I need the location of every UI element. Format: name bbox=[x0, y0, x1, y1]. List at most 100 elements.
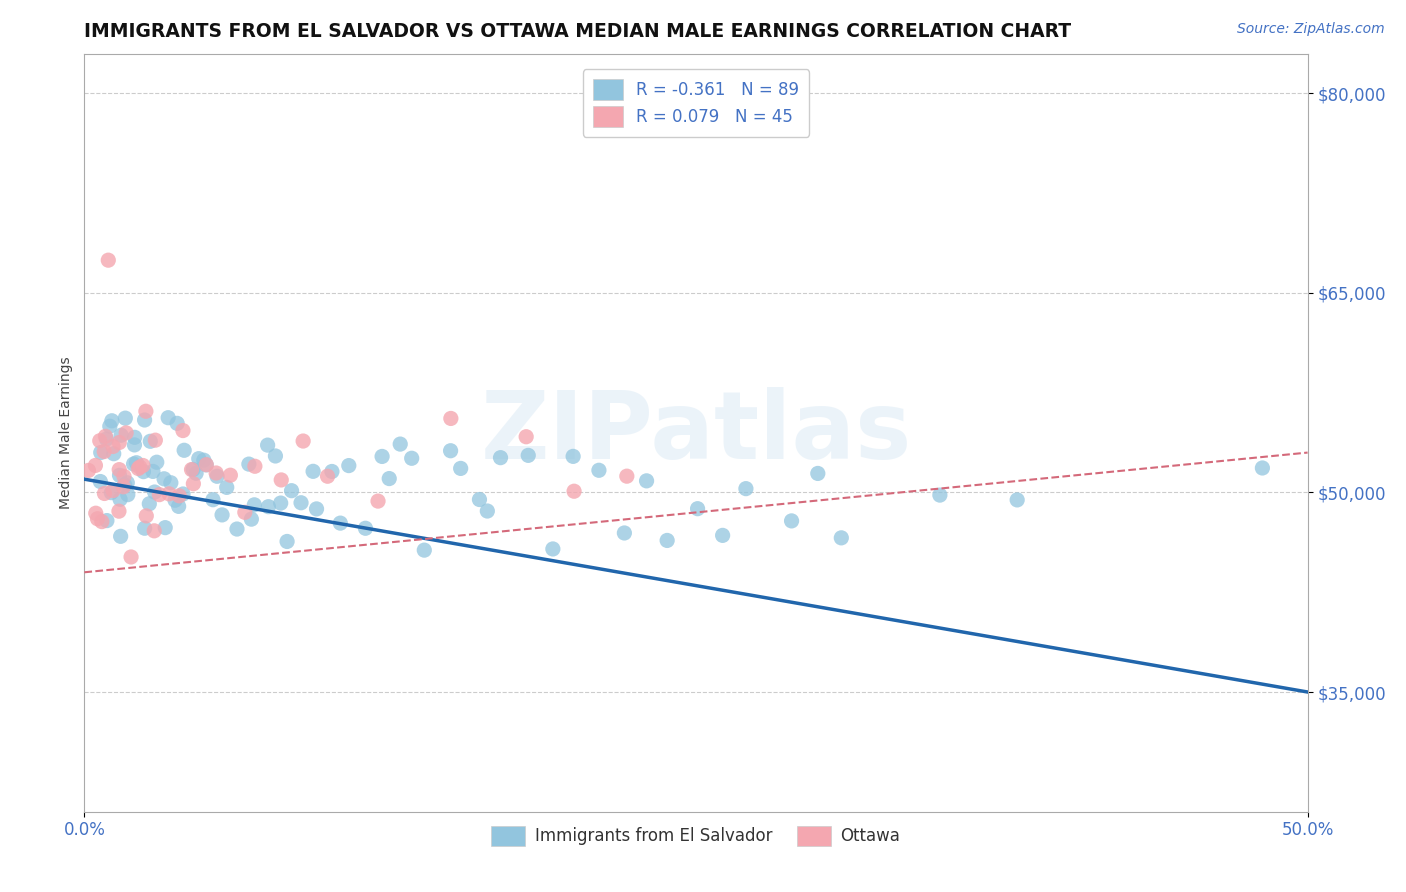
Point bbox=[201, 492, 224, 507]
Point bbox=[155, 521, 177, 535]
Point bbox=[115, 425, 138, 440]
Point bbox=[256, 438, 278, 452]
Point bbox=[316, 469, 339, 483]
Point bbox=[238, 457, 260, 471]
Point bbox=[378, 472, 401, 486]
Point bbox=[135, 404, 157, 418]
Point bbox=[108, 492, 131, 507]
Point bbox=[450, 461, 472, 475]
Point bbox=[143, 485, 166, 500]
Point bbox=[145, 455, 167, 469]
Point bbox=[125, 456, 148, 470]
Point bbox=[205, 469, 228, 483]
Point bbox=[97, 253, 120, 268]
Point bbox=[108, 468, 131, 483]
Point bbox=[93, 444, 115, 458]
Point bbox=[142, 464, 165, 478]
Point bbox=[477, 504, 499, 518]
Point bbox=[439, 443, 461, 458]
Point bbox=[124, 438, 146, 452]
Point bbox=[101, 414, 124, 428]
Text: Source: ZipAtlas.com: Source: ZipAtlas.com bbox=[1237, 22, 1385, 37]
Point bbox=[153, 472, 176, 486]
Point bbox=[84, 506, 107, 520]
Point bbox=[100, 485, 122, 500]
Point bbox=[290, 496, 312, 510]
Point bbox=[371, 450, 394, 464]
Point bbox=[195, 458, 218, 472]
Point bbox=[468, 492, 491, 507]
Point bbox=[280, 483, 302, 498]
Point bbox=[180, 462, 202, 476]
Point bbox=[101, 440, 124, 454]
Point bbox=[195, 458, 218, 472]
Point bbox=[636, 474, 658, 488]
Point bbox=[117, 475, 139, 490]
Point bbox=[124, 430, 146, 444]
Point bbox=[240, 512, 263, 526]
Point bbox=[96, 514, 118, 528]
Point bbox=[517, 448, 540, 462]
Point bbox=[86, 512, 108, 526]
Point bbox=[101, 483, 124, 498]
Point bbox=[489, 450, 512, 465]
Point bbox=[735, 482, 758, 496]
Point bbox=[1251, 461, 1274, 475]
Point bbox=[114, 478, 136, 492]
Point bbox=[173, 443, 195, 458]
Point bbox=[588, 463, 610, 477]
Point bbox=[94, 429, 117, 443]
Point bbox=[134, 521, 156, 535]
Point bbox=[93, 486, 115, 500]
Point bbox=[110, 428, 132, 442]
Point bbox=[132, 458, 155, 473]
Point bbox=[103, 447, 125, 461]
Point bbox=[127, 461, 149, 475]
Point bbox=[112, 480, 135, 494]
Point bbox=[132, 465, 155, 479]
Point bbox=[928, 488, 950, 502]
Point bbox=[187, 451, 209, 466]
Point bbox=[122, 457, 145, 471]
Point bbox=[148, 488, 170, 502]
Point bbox=[112, 469, 135, 483]
Point bbox=[166, 417, 188, 431]
Point bbox=[257, 500, 280, 514]
Point bbox=[157, 487, 180, 501]
Point bbox=[90, 515, 112, 529]
Text: IMMIGRANTS FROM EL SALVADOR VS OTTAWA MEDIAN MALE EARNINGS CORRELATION CHART: IMMIGRANTS FROM EL SALVADOR VS OTTAWA ME… bbox=[84, 21, 1071, 41]
Point bbox=[562, 450, 585, 464]
Point bbox=[193, 453, 215, 467]
Point bbox=[77, 463, 100, 477]
Point bbox=[413, 543, 436, 558]
Point bbox=[215, 480, 238, 494]
Point bbox=[219, 468, 242, 483]
Point bbox=[110, 529, 132, 543]
Point bbox=[160, 475, 183, 490]
Point bbox=[117, 488, 139, 502]
Point bbox=[183, 476, 205, 491]
Point bbox=[226, 522, 249, 536]
Point bbox=[181, 462, 204, 476]
Point bbox=[98, 419, 121, 434]
Point bbox=[134, 413, 156, 427]
Point bbox=[321, 465, 343, 479]
Point bbox=[616, 469, 638, 483]
Point bbox=[89, 434, 111, 448]
Point bbox=[1005, 492, 1028, 507]
Point bbox=[165, 493, 187, 508]
Point bbox=[305, 502, 328, 516]
Point bbox=[184, 467, 207, 481]
Point bbox=[329, 516, 352, 530]
Point bbox=[292, 434, 315, 448]
Point bbox=[686, 501, 709, 516]
Point bbox=[114, 411, 136, 425]
Point bbox=[84, 458, 107, 473]
Point bbox=[167, 489, 190, 503]
Point bbox=[354, 521, 377, 535]
Point bbox=[270, 473, 292, 487]
Point bbox=[89, 475, 111, 489]
Point bbox=[172, 424, 194, 438]
Point bbox=[157, 410, 180, 425]
Point bbox=[780, 514, 803, 528]
